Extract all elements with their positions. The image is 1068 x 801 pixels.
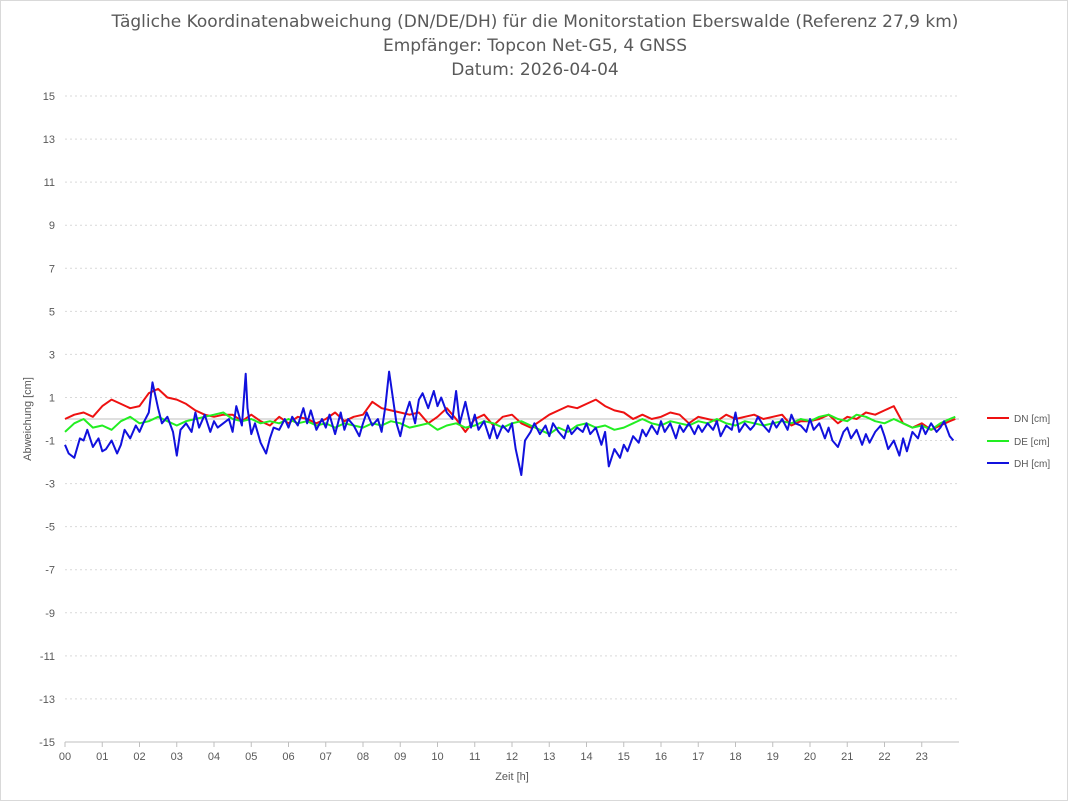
legend-entry: DN [cm] [1014, 414, 1050, 425]
x-tick-label: 06 [282, 751, 294, 763]
x-tick-label: 00 [59, 751, 71, 763]
y-tick-label: 13 [43, 134, 55, 146]
chart-title-line-1: Tägliche Koordinatenabweichung (DN/DE/DH… [111, 12, 959, 32]
y-tick-label: -15 [39, 737, 55, 749]
x-tick-label: 11 [469, 751, 480, 763]
x-tick-label: 04 [208, 751, 220, 763]
series-layer [64, 370, 956, 476]
y-tick-label: 3 [49, 349, 55, 361]
x-tick-label: 15 [618, 751, 630, 763]
x-tick-label: 18 [729, 751, 741, 763]
x-tick-label: 19 [767, 751, 779, 763]
x-tick-label: 13 [543, 751, 555, 763]
y-tick-label: -5 [45, 522, 55, 534]
y-tick-labels: 15 13 11 9 7 5 3 1 -1 -3 -5 -7 -9 -11 -13 -15 [39, 91, 55, 749]
x-tick-label: 12 [506, 751, 518, 763]
x-tick-label: 07 [320, 751, 332, 763]
y-axis-label: Abweichung [cm] [22, 377, 34, 461]
x-tick-label: 03 [171, 751, 183, 763]
y-tick-label: -3 [45, 479, 55, 491]
y-tick-label: -13 [39, 694, 55, 706]
y-tick-label: 7 [49, 263, 55, 275]
x-tick-labels: 00 01 02 03 04 05 06 07 08 09 10 11 12 13 14 15 16 17 18 19… [59, 742, 928, 763]
legend-entry: DE [cm] [1014, 437, 1050, 448]
y-tick-label: -9 [45, 608, 55, 620]
x-tick-label: 16 [655, 751, 667, 763]
y-tick-label: 15 [43, 91, 55, 103]
y-tick-label: 11 [44, 177, 55, 189]
y-tick-label: 1 [49, 392, 55, 404]
y-tick-label: -1 [45, 436, 55, 448]
y-tick-label: 9 [49, 220, 55, 232]
y-tick-label: -7 [45, 565, 55, 577]
x-tick-label: 08 [357, 751, 369, 763]
x-axis-label: Zeit [h] [495, 771, 529, 783]
legend-entry: DH [cm] [1014, 459, 1050, 470]
x-tick-label: 14 [580, 751, 592, 763]
x-tick-label: 02 [133, 751, 145, 763]
x-tick-label: 21 [841, 751, 853, 763]
legend: DN [cm] DE [cm] DH [cm] [987, 414, 1050, 470]
series-line-dh [64, 370, 955, 476]
x-tick-label: 20 [804, 751, 816, 763]
x-tick-label: 22 [878, 751, 890, 763]
chart-title-line-3: Datum: 2026-04-04 [451, 60, 619, 80]
x-tick-label: 10 [431, 751, 443, 763]
chart-title-line-2: Empfänger: Topcon Net-G5, 4 GNSS [382, 36, 688, 56]
x-tick-label: 09 [394, 751, 406, 763]
x-tick-label: 23 [916, 751, 928, 763]
x-tick-label: 01 [96, 751, 108, 763]
x-tick-label: 17 [692, 751, 704, 763]
x-tick-label: 05 [245, 751, 257, 763]
y-tick-label: -11 [40, 651, 55, 663]
y-tick-label: 5 [49, 306, 55, 318]
